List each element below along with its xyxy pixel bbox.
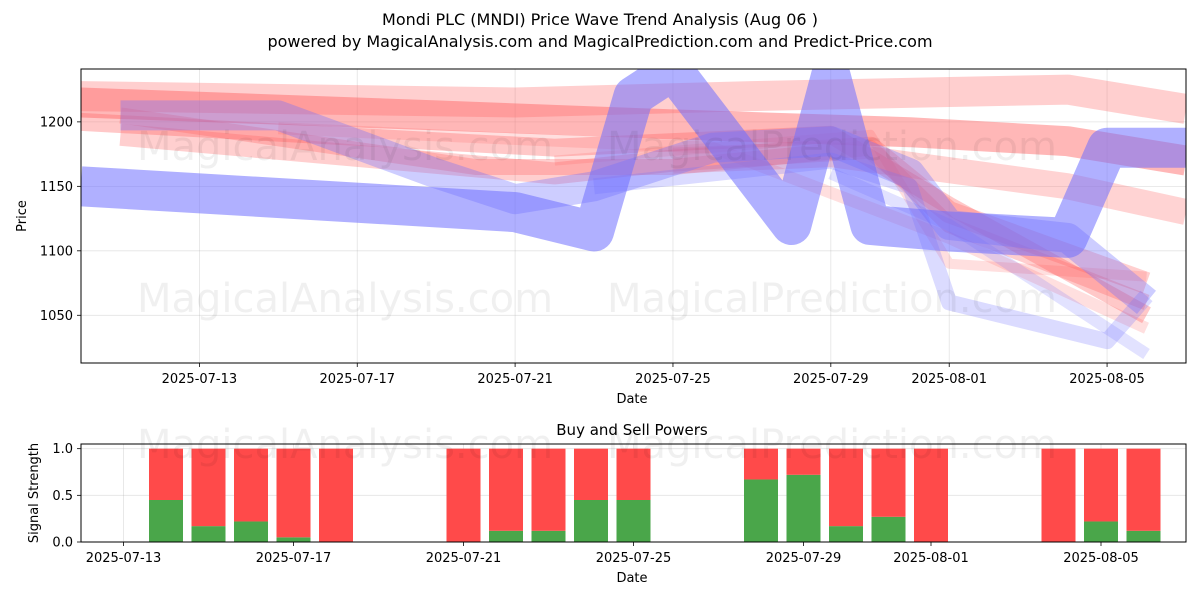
price-y-axis-label: Price [15,200,30,232]
power-y-tick-label: 0.5 [52,489,73,504]
sell-bar [744,448,778,480]
price-x-tick-label: 2025-07-13 [162,372,238,387]
sell-bar [446,448,481,542]
power-x-tick-label: 2025-07-29 [766,551,842,566]
buy-bar [574,500,608,542]
buy-bar [276,537,311,542]
price-x-tick-label: 2025-07-25 [635,372,711,387]
buy-bar [616,500,651,542]
watermark-top-right: MagicalPrediction.com [607,124,1057,170]
watermark-bottom-right: MagicalPrediction.com [607,422,1057,468]
buy-bar [149,500,183,542]
power-chart: Buy and Sell Powers MagicalAnalysis.com … [27,421,1187,586]
blue-wave-band-11 [828,167,1150,360]
sell-bar [574,448,608,500]
watermark-mid-right: MagicalPrediction.com [607,276,1057,322]
sell-bar [276,448,311,538]
buy-bar [234,521,268,542]
watermark-mid-left: MagicalAnalysis.com [137,276,553,322]
power-chart-title: Buy and Sell Powers [556,421,708,439]
watermark-bottom-left: MagicalAnalysis.com [137,422,553,468]
power-x-axis-label: Date [616,571,647,586]
price-y-tick-label: 1150 [40,180,73,195]
price-x-tick-label: 2025-07-21 [477,372,553,387]
price-x-tick-label: 2025-07-17 [319,372,395,387]
sell-bar [234,448,268,522]
power-axes: 2025-07-13 2025-07-17 2025-07-21 2025-07-25… [52,442,1138,566]
sell-bar [1041,448,1076,542]
watermark-top-left: MagicalAnalysis.com [137,124,553,170]
power-x-tick-label: 2025-07-21 [426,551,502,566]
blue-wave-band-9 [120,100,1156,315]
power-x-tick-label: 2025-08-05 [1063,551,1139,566]
sell-bar [786,448,821,475]
sell-bar [149,448,183,500]
power-x-tick-label: 2025-07-25 [596,551,672,566]
sell-bar [1126,448,1161,531]
price-y-tick-label: 1050 [40,309,73,324]
price-y-tick-label: 1100 [40,244,73,259]
blue-wave-band-8 [81,69,1186,258]
price-x-tick-label: 2025-08-05 [1069,372,1145,387]
chart-title: Mondi PLC (MNDI) Price Wave Trend Analys… [382,10,818,29]
sell-bar [616,448,651,500]
sell-bar [489,448,523,531]
sell-bar [914,448,948,542]
power-bars [149,448,1161,542]
price-x-tick-label: 2025-08-01 [911,372,987,387]
blue-wave-band-10 [593,152,1153,350]
buy-bar [531,530,566,542]
price-axes: 2025-07-13 2025-07-17 2025-07-21 2025-07-25… [40,115,1145,387]
buy-bar [489,530,523,542]
buy-bar [1084,521,1118,542]
price-y-tick-label: 1200 [40,115,73,130]
buy-bar [829,526,863,542]
price-plot-frame [80,68,1187,364]
sell-bar [1084,448,1118,522]
price-chart: MagicalAnalysis.com MagicalPrediction.co… [15,68,1187,407]
red-wave-band-6 [278,122,1149,334]
price-x-tick-label: 2025-07-29 [793,372,869,387]
buy-bar [744,479,778,542]
power-y-axis-label: Signal Strength [27,443,42,543]
power-y-tick-label: 0.0 [52,536,73,551]
price-waves [81,69,1186,360]
power-y-tick-label: 1.0 [52,442,73,457]
power-x-tick-label: 2025-07-13 [86,551,162,566]
buy-bar [786,474,821,542]
buy-bar [1126,530,1161,542]
sell-bar [829,448,863,527]
chart-subtitle: powered by MagicalAnalysis.com and Magic… [267,32,933,51]
power-x-tick-label: 2025-07-17 [256,551,332,566]
power-x-tick-label: 2025-08-01 [893,551,969,566]
red-wave-band-4 [81,74,1186,124]
sell-bar [319,448,353,542]
sell-bar [871,448,906,517]
buy-bar [871,516,906,542]
price-grid [81,69,1186,363]
sell-bar [191,448,226,527]
sell-bar [531,448,566,531]
buy-bar [191,526,226,542]
price-x-axis-label: Date [616,392,647,407]
